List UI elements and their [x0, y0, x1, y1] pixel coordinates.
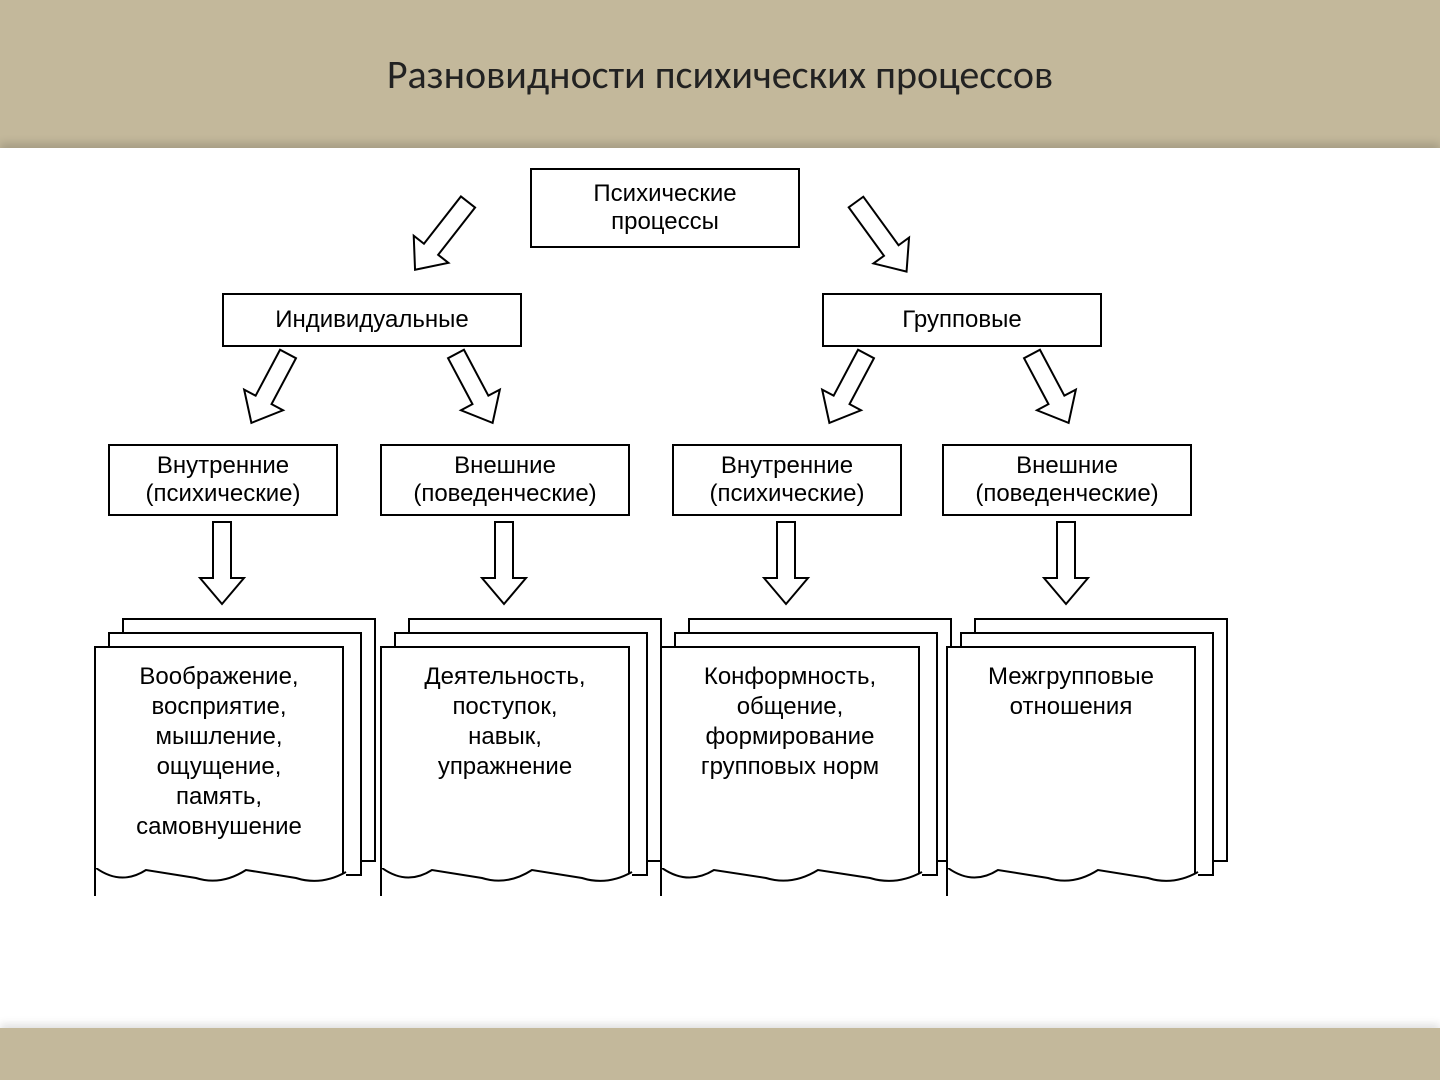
slide-content: Психическиепроцессы Индивидуальные Групп… — [0, 148, 1440, 1028]
hierarchy-diagram: Психическиепроцессы Индивидуальные Групп… — [0, 148, 1440, 1028]
slide-header: Разновидности психических процессов — [0, 0, 1440, 148]
slide-footer — [0, 1028, 1440, 1080]
arrows-layer — [0, 148, 1440, 1028]
slide-title: Разновидности психических процессов — [387, 50, 1053, 99]
